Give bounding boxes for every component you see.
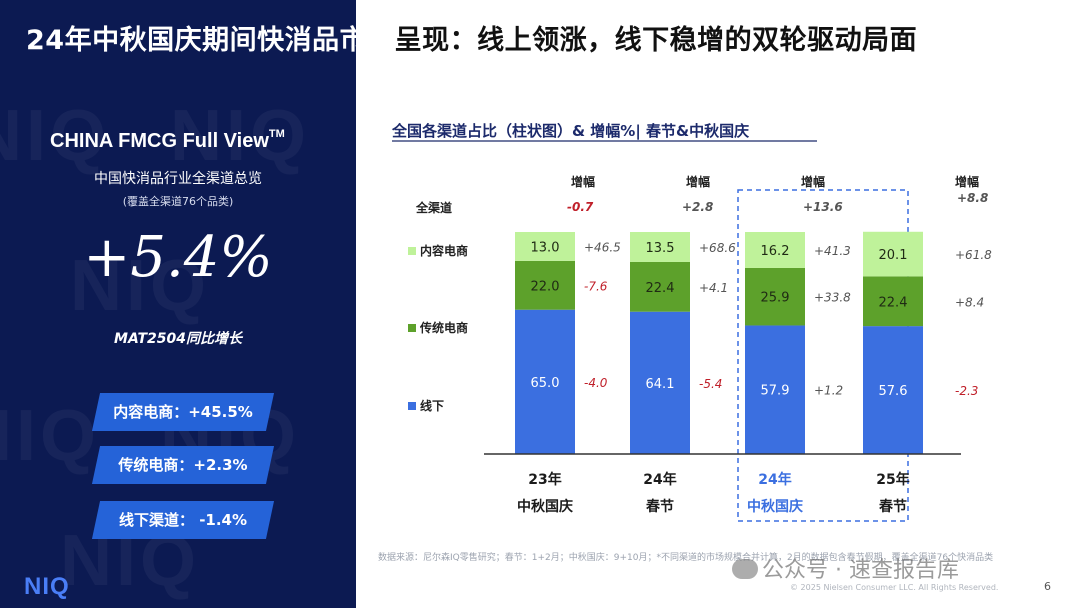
mat-label: MAT2504同比增长 — [114, 331, 242, 347]
category-label-line2: 中秋国庆 — [747, 498, 803, 515]
growth-value-label: -7.6 — [584, 279, 608, 293]
bar-value-label: 16.2 — [761, 244, 790, 259]
bar-value-label: 57.6 — [879, 384, 908, 399]
growth-value-label: +33.8 — [814, 291, 851, 305]
brand-title: CHINA FMCG Full ViewTM — [50, 128, 285, 153]
bar-segment — [630, 311, 690, 454]
growth-value-label: -4.0 — [584, 376, 608, 390]
brand-title-text: CHINA FMCG Full View — [50, 130, 269, 152]
watermark-niq: NIQ — [70, 245, 210, 327]
total-growth-label: +13.6 — [803, 200, 843, 214]
bar-segment — [745, 325, 805, 454]
legend-swatch — [408, 247, 416, 255]
chart-title: 全国各渠道占比（柱状图）& 增幅%| 春节&中秋国庆 — [391, 122, 749, 141]
growth-value-label: +1.2 — [814, 384, 843, 398]
legend-label: 传统电商 — [419, 320, 468, 335]
page-title: 24年中秋国庆期间快消品市场呈现：线上领涨，线下稳增的双轮驱动局面 — [26, 18, 917, 57]
title-bar: 24年中秋国庆期间快消品市场呈现：线上领涨，线下稳增的双轮驱动局面 — [0, 0, 1080, 80]
bar-segment — [745, 267, 805, 326]
bar-value-label: 65.0 — [531, 376, 560, 391]
channel-box-content-ecommerce: 内容电商：+45.5% — [91, 393, 275, 431]
legend-label: 内容电商 — [420, 243, 468, 258]
bar-segment — [630, 261, 690, 312]
growth-header: 增幅 — [955, 174, 979, 189]
bar-value-label: 22.0 — [531, 279, 560, 294]
growth-value-label: +68.6 — [699, 241, 736, 255]
page-number: 6 — [1044, 580, 1051, 593]
category-label-line2: 中秋国庆 — [517, 498, 573, 515]
growth-header: 增幅 — [686, 174, 710, 189]
bar-value-label: 13.5 — [646, 241, 675, 256]
channel-label: 线下渠道： -1.4% — [118, 511, 248, 529]
copyright-text: © 2025 Nielsen Consumer LLC. All Rights … — [790, 583, 999, 592]
bar-segment — [863, 276, 923, 327]
growth-value-label: +8.4 — [955, 295, 984, 309]
growth-value-label: -2.3 — [955, 384, 978, 398]
bar-value-label: 22.4 — [646, 281, 675, 296]
channel-label: 传统电商：+2.3% — [118, 456, 248, 474]
wechat-watermark: 公众号 · 速查报告库 — [732, 552, 959, 584]
total-growth-figure: +5.4% — [83, 225, 273, 290]
growth-header: 增幅 — [801, 174, 825, 189]
wechat-icon — [732, 559, 758, 579]
channel-box-traditional-ecommerce: 传统电商：+2.3% — [91, 446, 275, 484]
legend-swatch — [408, 324, 416, 332]
growth-value-label: -5.4 — [699, 377, 722, 391]
source-note: 数据来源：尼尔森IQ零售研究；春节：1+2月；中秋国庆：9+10月；*不同渠道的… — [378, 553, 994, 563]
wechat-watermark-text: 公众号 · 速查报告库 — [762, 558, 959, 583]
bar-segment — [515, 260, 575, 310]
category-label-line1: 24年 — [758, 471, 791, 488]
bar-segment — [515, 309, 575, 454]
growth-value-label: +61.8 — [955, 248, 992, 262]
channel-label: 内容电商：+45.5% — [113, 403, 253, 421]
brand-subtitle: 中国快消品行业全渠道总览 — [94, 171, 262, 187]
bar-segment — [515, 232, 575, 261]
bar-value-label: 22.4 — [879, 295, 908, 310]
bar-value-label: 13.0 — [531, 240, 560, 255]
bar-segment — [630, 232, 690, 262]
category-label-line1: 24年 — [643, 471, 676, 488]
growth-value-label: +4.1 — [699, 281, 728, 295]
channel-box-offline: 线下渠道： -1.4% — [91, 501, 275, 539]
total-channel-label: 全渠道 — [415, 200, 452, 215]
total-growth-label: -0.7 — [567, 200, 594, 214]
legend-label: 线下 — [420, 398, 444, 413]
bar-value-label: 20.1 — [879, 248, 908, 263]
page-title-part1: 24年中秋国庆期间快消品市场 — [26, 25, 395, 56]
bar-segment — [863, 326, 923, 454]
total-growth-label: +8.8 — [957, 191, 988, 205]
brand-note: (覆盖全渠道76个品类) — [122, 195, 234, 208]
category-label-line1: 25年 — [876, 471, 909, 488]
page-title-part2: 呈现：线上领涨，线下稳增的双轮驱动局面 — [394, 25, 918, 56]
watermark-niq: NIQ — [170, 95, 310, 177]
growth-value-label: +41.3 — [814, 244, 851, 258]
bar-value-label: 57.9 — [761, 384, 790, 399]
niq-logo: NIQ — [24, 573, 70, 600]
bar-value-label: 64.1 — [646, 377, 675, 392]
bar-value-label: 25.9 — [761, 291, 790, 306]
category-label-line2: 春节 — [878, 498, 907, 515]
watermark-niq: NIQ — [0, 95, 110, 177]
watermark-niq: NIQ — [0, 395, 100, 477]
growth-value-label: +46.5 — [584, 240, 621, 254]
total-growth-label: +2.8 — [682, 200, 713, 214]
bar-segment — [863, 231, 923, 277]
trademark-mark: TM — [268, 128, 285, 141]
growth-header: 增幅 — [571, 174, 595, 189]
category-label-line2: 春节 — [645, 498, 674, 515]
category-label-line1: 23年 — [528, 471, 561, 488]
bar-segment — [745, 232, 805, 268]
legend-swatch — [408, 402, 416, 410]
